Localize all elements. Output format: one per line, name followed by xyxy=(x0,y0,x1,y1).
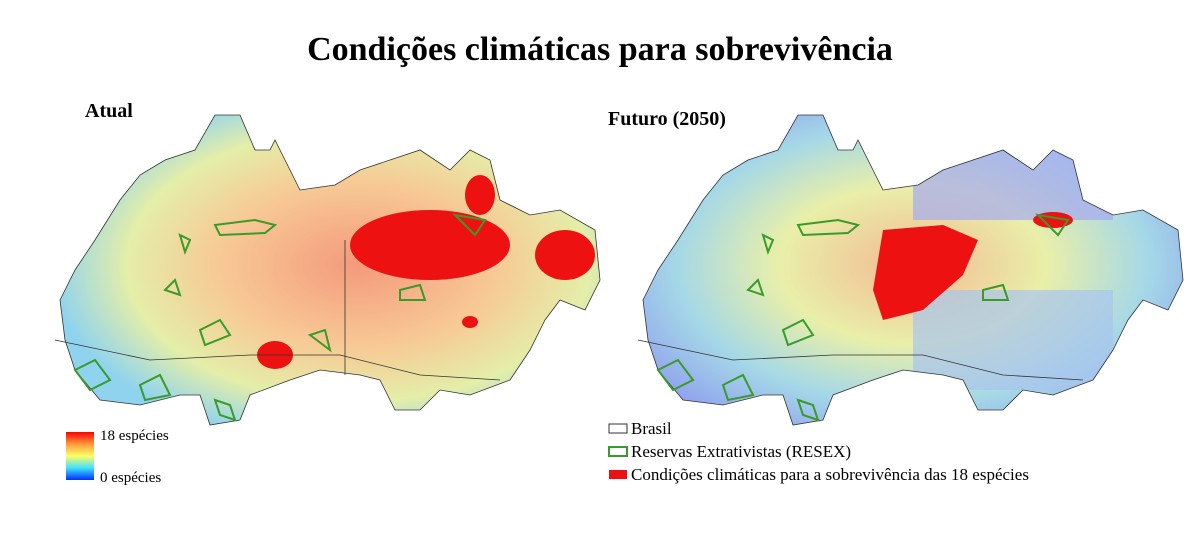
legend-swatch xyxy=(608,446,628,457)
map-current: Atual xyxy=(54,100,601,426)
colorbar-min: 0 espécies xyxy=(100,470,161,486)
legend-label: Condições climáticas para a sobrevivênci… xyxy=(631,465,1029,484)
colorbar-max: 18 espécies xyxy=(100,428,169,444)
legend-label: Reservas Extrativistas (RESEX) xyxy=(631,442,851,461)
colorbar xyxy=(66,432,94,480)
legend-swatch xyxy=(609,470,627,479)
map-label: Futuro (2050) xyxy=(608,108,726,130)
legend: Brasil Reservas Extrativistas (RESEX) Co… xyxy=(608,419,1029,484)
map-label: Atual xyxy=(85,100,133,122)
legend-swatch xyxy=(608,423,628,434)
legend-label: Brasil xyxy=(631,419,672,438)
map-future: Futuro (2050) xyxy=(608,108,1184,426)
title: Condições climáticas para sobrevivência xyxy=(307,31,893,68)
